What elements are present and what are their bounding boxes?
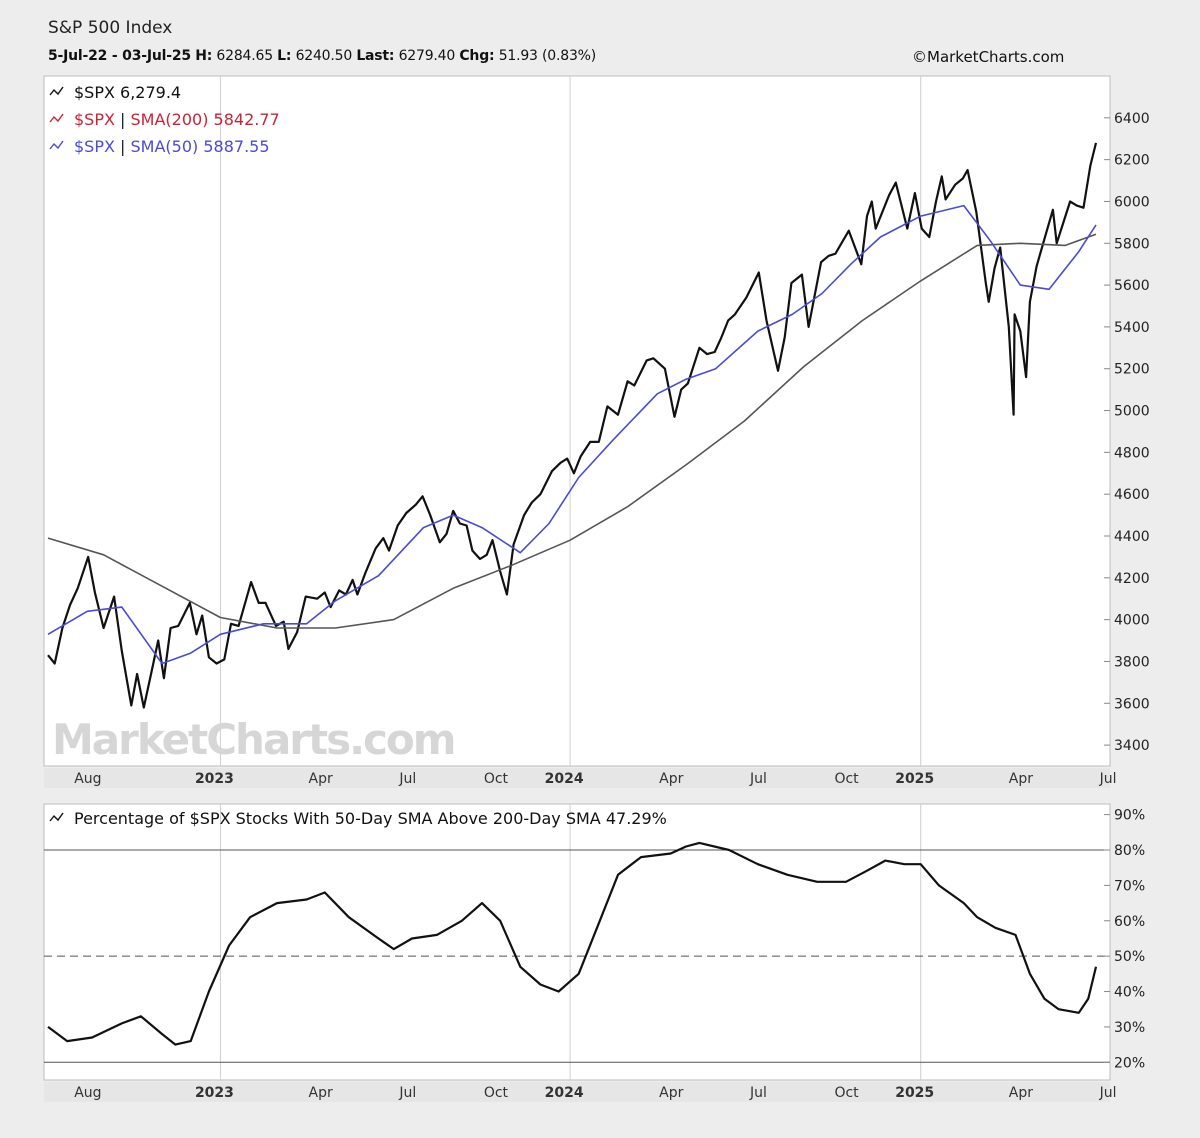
panel-1: MarketCharts.com 3400 3600 3800 4000 4200 4400… [43,75,1150,788]
x-tick-label: Jul [398,771,416,787]
watermark-logo: MarketCharts.com [52,715,455,764]
x-tick-label: Aug [74,771,101,787]
x-tick-label: Apr [309,771,333,787]
x-tick-label: Apr [1009,771,1033,787]
panel-title: Percentage of $SPX Stocks With 50-Day SM… [74,809,667,828]
panel-2: 20% 30% 40% 50% 60% 70% 80% 90% Aug 2023 Apr Jul Oct… [43,803,1145,1102]
date-axis-band [44,1082,1110,1102]
date-range: 5-Jul-22 - 03-Jul-25 [48,48,191,64]
x-tick-label: Jul [1099,1085,1117,1101]
last-value: 6279.40 [398,48,456,64]
legend-entry: $SPX | SMA(200) 5842.77 [74,110,280,129]
legend-entry: $SPX 6,279.4 [74,83,181,102]
legend-swatch-icon [49,86,64,96]
x-tick-label: Jul [749,1085,767,1101]
y-tick-label: 5000 [1114,404,1150,420]
y-tick-label: 4200 [1114,571,1150,587]
x-tick-label: Aug [74,1085,101,1101]
low-value: 6240.50 [295,48,353,64]
y-tick-label: 70% [1114,878,1145,894]
x-tick-label: 2025 [895,771,934,787]
y-tick-label: 5400 [1114,320,1150,336]
y-tick-label: 4400 [1114,529,1150,545]
x-tick-label: 2024 [545,771,584,787]
series-line-2 [47,233,1097,629]
high-value: 6284.65 [216,48,273,64]
change-label: Chg: [459,48,495,64]
y-tick-label: 4600 [1114,487,1150,503]
x-tick-label: Oct [834,1085,859,1101]
y-tick-label: 5800 [1114,236,1150,252]
last-label: Last: [356,48,395,64]
legend-entry: $SPX | SMA(50) 5887.55 [74,137,270,156]
x-tick-label: Jul [749,771,767,787]
x-tick-label: 2023 [195,771,234,787]
y-tick-label: 40% [1114,985,1145,1001]
y-tick-label: 20% [1114,1055,1145,1071]
copyright-text: ©MarketCharts.com [912,48,1065,66]
plot-area [43,75,1111,767]
x-tick-label: Oct [484,771,509,787]
y-tick-label: 90% [1114,808,1145,824]
y-tick-label: 4000 [1114,613,1150,629]
x-tick-label: 2024 [545,1085,584,1101]
x-tick-label: 2023 [195,1085,234,1101]
y-tick-label: 5200 [1114,362,1150,378]
x-tick-label: Oct [834,771,859,787]
quote-info-bar: 5-Jul-22 - 03-Jul-25 H: 6284.65 L: 6240.… [48,48,596,64]
y-tick-label: 5600 [1114,278,1150,294]
y-tick-label: 50% [1114,949,1145,965]
x-tick-label: Jul [1099,771,1117,787]
series-line-1 [47,841,1098,1046]
y-tick-label: 3600 [1114,696,1150,712]
plot-area [43,803,1111,1081]
legend-swatch-icon [49,113,64,123]
x-tick-label: Apr [1009,1085,1033,1101]
change-value: 51.93 (0.83%) [498,48,597,64]
high-label: H: [195,48,213,64]
legend-swatch-icon [49,140,64,150]
x-tick-label: Apr [659,771,683,787]
chart-title: S&P 500 Index [48,18,173,38]
date-axis-band [44,768,1110,788]
y-tick-label: 3400 [1114,738,1150,754]
y-tick-label: 30% [1114,1020,1145,1036]
y-tick-label: 6000 [1114,194,1150,210]
series-line-1 [47,142,1098,709]
y-tick-label: 6200 [1114,153,1150,169]
y-tick-label: 6400 [1114,111,1150,127]
x-tick-label: Apr [659,1085,683,1101]
x-tick-label: Jul [398,1085,416,1101]
x-tick-label: 2025 [895,1085,934,1101]
legend-swatch-icon [49,812,64,822]
x-tick-label: Oct [484,1085,509,1101]
y-tick-label: 80% [1114,843,1145,859]
y-tick-label: 3800 [1114,654,1150,670]
y-tick-label: 60% [1114,914,1145,930]
low-label: L: [277,48,292,64]
y-tick-label: 4800 [1114,445,1150,461]
series-line-3 [47,204,1097,665]
x-tick-label: Apr [309,1085,333,1101]
